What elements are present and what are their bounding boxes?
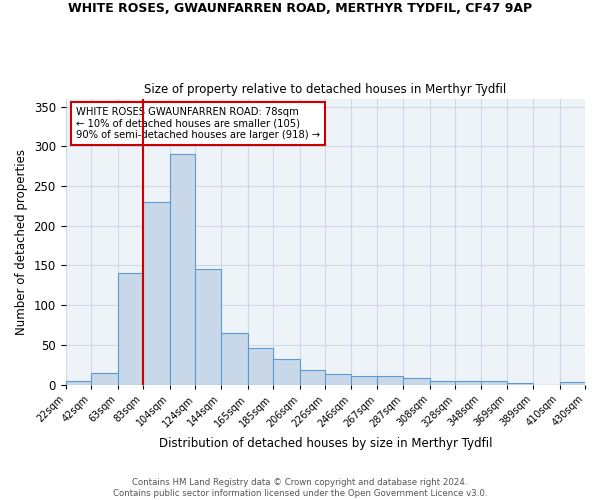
Bar [221, 333, 248, 384]
Bar [196, 270, 221, 384]
Bar [560, 382, 585, 384]
Y-axis label: Number of detached properties: Number of detached properties [15, 148, 28, 334]
Bar [455, 381, 481, 384]
Title: Size of property relative to detached houses in Merthyr Tydfil: Size of property relative to detached ho… [144, 83, 506, 96]
Bar [118, 274, 143, 384]
Bar [481, 381, 508, 384]
Bar [325, 374, 351, 384]
Bar [91, 373, 118, 384]
Text: WHITE ROSES GWAUNFARREN ROAD: 78sqm
← 10% of detached houses are smaller (105)
9: WHITE ROSES GWAUNFARREN ROAD: 78sqm ← 10… [76, 107, 320, 140]
Bar [377, 376, 403, 384]
Bar [403, 378, 430, 384]
Text: Contains HM Land Registry data © Crown copyright and database right 2024.
Contai: Contains HM Land Registry data © Crown c… [113, 478, 487, 498]
Bar [300, 370, 325, 384]
Bar [170, 154, 196, 384]
X-axis label: Distribution of detached houses by size in Merthyr Tydfil: Distribution of detached houses by size … [158, 437, 492, 450]
Bar [351, 376, 377, 384]
Bar [508, 383, 533, 384]
Bar [65, 381, 91, 384]
Bar [273, 360, 300, 384]
Bar [248, 348, 273, 385]
Text: WHITE ROSES, GWAUNFARREN ROAD, MERTHYR TYDFIL, CF47 9AP: WHITE ROSES, GWAUNFARREN ROAD, MERTHYR T… [68, 2, 532, 16]
Bar [143, 202, 170, 384]
Bar [430, 381, 455, 384]
